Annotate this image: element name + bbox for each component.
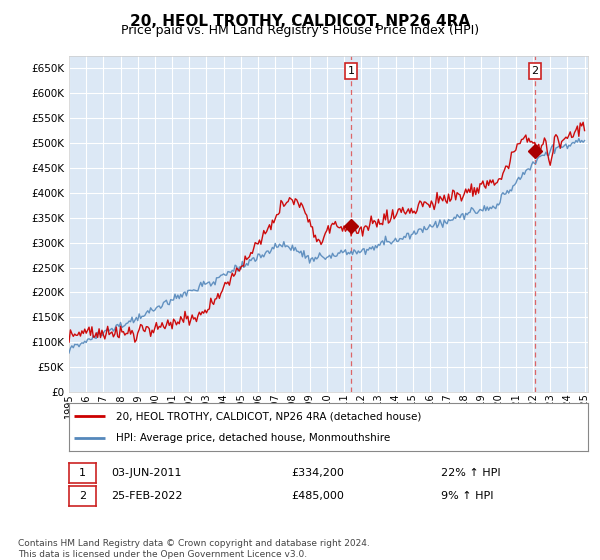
Text: 9% ↑ HPI: 9% ↑ HPI — [441, 491, 493, 501]
Text: 22% ↑ HPI: 22% ↑ HPI — [441, 468, 500, 478]
Text: £334,200: £334,200 — [291, 468, 344, 478]
Text: 2: 2 — [79, 491, 86, 501]
Text: 25-FEB-2022: 25-FEB-2022 — [111, 491, 182, 501]
Text: 20, HEOL TROTHY, CALDICOT, NP26 4RA: 20, HEOL TROTHY, CALDICOT, NP26 4RA — [130, 14, 470, 29]
Text: 2: 2 — [532, 66, 539, 76]
Text: 1: 1 — [347, 66, 355, 76]
Text: 20, HEOL TROTHY, CALDICOT, NP26 4RA (detached house): 20, HEOL TROTHY, CALDICOT, NP26 4RA (det… — [116, 411, 421, 421]
Text: £485,000: £485,000 — [291, 491, 344, 501]
Text: Price paid vs. HM Land Registry's House Price Index (HPI): Price paid vs. HM Land Registry's House … — [121, 24, 479, 37]
Text: Contains HM Land Registry data © Crown copyright and database right 2024.
This d: Contains HM Land Registry data © Crown c… — [18, 539, 370, 559]
Text: HPI: Average price, detached house, Monmouthshire: HPI: Average price, detached house, Monm… — [116, 433, 390, 443]
Text: 03-JUN-2011: 03-JUN-2011 — [111, 468, 182, 478]
Text: 1: 1 — [79, 468, 86, 478]
